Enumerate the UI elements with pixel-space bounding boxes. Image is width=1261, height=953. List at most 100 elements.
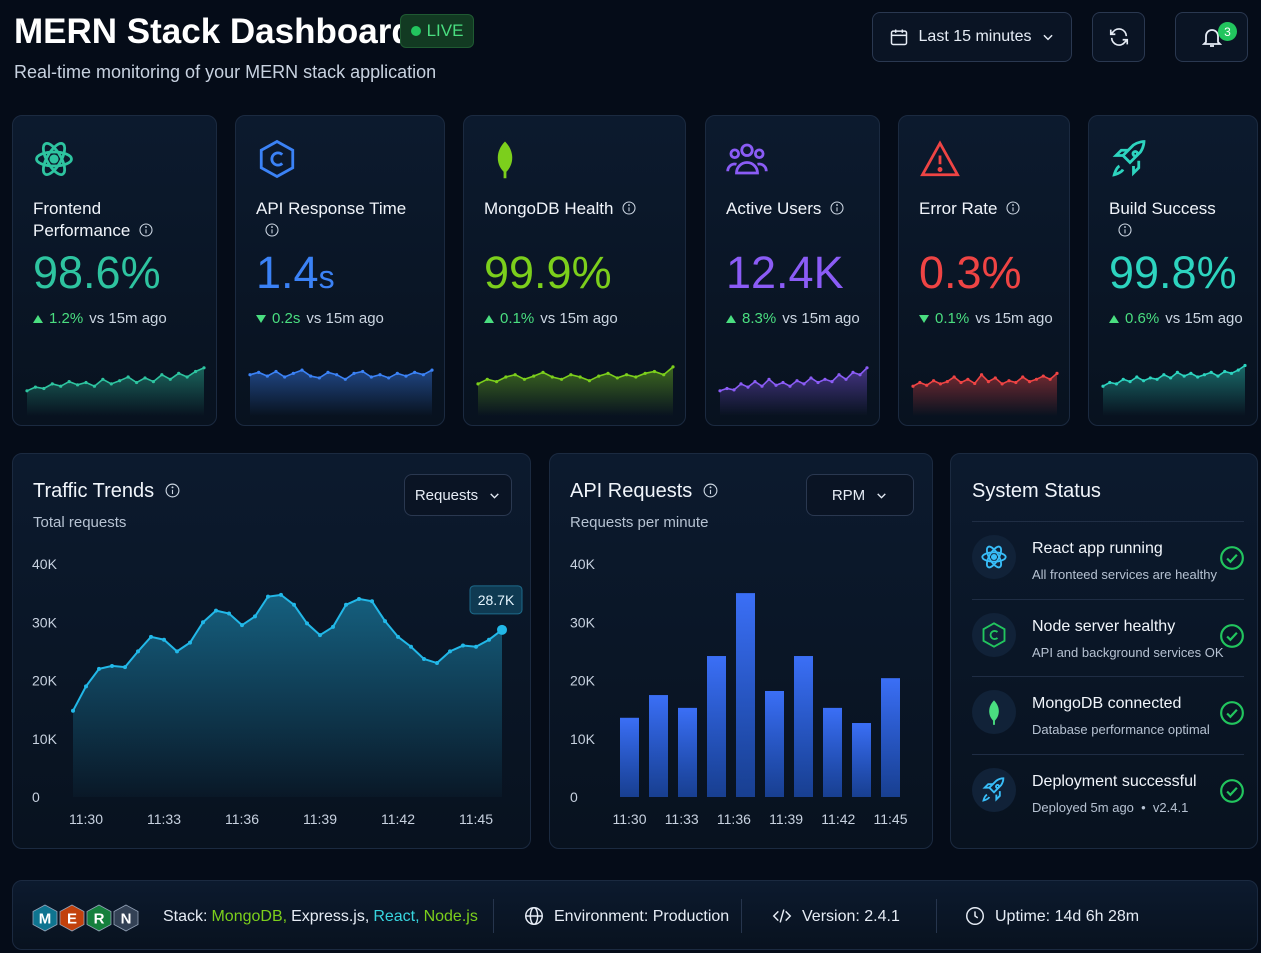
point [253,614,257,619]
notifications-button[interactable]: 3 [1175,12,1248,62]
stack-item: React, [373,908,420,925]
icon-part [920,140,960,177]
sparkline-dot [92,384,97,388]
point [474,644,478,649]
sparkline-dot [134,380,139,385]
sparkline-dot [404,374,408,378]
kpi-icon [1112,140,1146,177]
selector[interactable]: RPM [806,474,914,516]
hex [113,904,139,932]
point [448,649,452,654]
icon-part [982,793,991,802]
stack-item: Node.js [423,908,478,925]
bar [736,593,755,797]
icon-part [1226,709,1238,719]
sparkline-dot [643,371,647,375]
y-tick-label: 40K [570,556,596,572]
panel-title: API Requests [570,480,693,502]
kpi-title: Active Users [726,199,822,218]
sparkline-dot [361,369,365,374]
sparkline-dot [739,382,743,386]
y-tick-label: 10K [570,731,596,747]
kpi-icon [920,140,960,177]
icon-part [171,486,174,489]
point [123,665,127,670]
kpi-icon [35,142,73,176]
trend-arrow [256,315,266,323]
sparkline-dot [193,369,198,374]
sparkline-dot [795,379,799,383]
point [331,624,335,629]
sparkline-dot [59,384,63,388]
sparkline-dot [378,373,382,377]
sparkline-dot [587,379,592,383]
kpi-compare: vs 15m ago [306,310,384,327]
kpi-compare: vs 15m ago [89,310,167,327]
sparkline [911,371,1059,416]
sparkline-dot [597,374,601,378]
point [318,633,322,638]
selector-text: Requests [414,486,479,504]
sparkline-dot [550,375,554,379]
status-title: MongoDB connected [1032,695,1182,712]
kpi-title-row: MongoDB Health [484,198,667,220]
kpi-change-row: 0.2s vs 15m ago [256,309,384,329]
x-tick-label: 11:39 [769,811,803,827]
x-tick-label: 11:45 [874,811,908,827]
point [162,637,166,642]
icon-part [628,204,631,206]
sparkline-dot [291,371,295,375]
icon-part [1006,201,1020,215]
bar [823,707,842,797]
check-icon [1220,546,1244,570]
icon-part [785,910,792,922]
sparkline-dot [1128,380,1132,384]
sparkline-dot [413,370,417,374]
y-tick-label: 30K [570,614,596,630]
point [175,649,179,654]
icon-part [165,483,180,498]
sparkline-dot [844,377,848,381]
sparkline-dot [309,374,313,378]
x-tick-label: 11:45 [459,811,493,827]
status-glyph [989,700,999,725]
kpi-value-row: 99.9% [484,246,612,300]
icon-part [937,167,943,172]
sparkline-dot [369,375,373,379]
icon-part [49,154,59,164]
sparkline-dot [1014,380,1018,385]
status-glyph [981,545,1007,569]
calendar-icon [890,29,907,46]
kpi-value: 98.6% [33,247,161,298]
live-dot [410,26,421,36]
refresh-button[interactable] [1092,12,1145,62]
arrow-shape [919,315,929,323]
selector[interactable]: Requests [404,474,512,516]
kpi-unit: s [318,259,335,295]
time-range-button[interactable]: Last 15 minutes [872,12,1072,62]
icon-part [1118,223,1132,237]
hex [86,904,112,932]
icon-part [1124,226,1126,228]
point [370,599,374,604]
sparkline-line [477,366,674,385]
point [497,624,507,635]
chart-panel: Traffic Trends Total requests Requests 0 10K… [12,453,531,849]
icon-part [1132,160,1141,177]
kpi-card: Active Users 12.4K 8.3% vs 15m ago [705,115,880,426]
sparkline-dot [257,370,261,374]
footer-icon [525,907,543,925]
kpi-title: API Response Time [256,199,407,218]
chart-panel: API Requests Requests per minute RPM 0 10K 20… [549,453,933,849]
icon-part [982,621,1006,648]
trend-arrow [919,315,929,323]
sparkline-dot [993,376,997,380]
point [149,634,153,639]
sparkline-line [719,367,868,392]
sparkline-dot [802,382,806,386]
sparkline-dot [931,379,936,383]
sparkline-dot [986,380,991,384]
sparkline-dot [823,377,827,381]
sparkline-dot [925,383,929,387]
x-tick-label: 11:42 [381,811,415,827]
